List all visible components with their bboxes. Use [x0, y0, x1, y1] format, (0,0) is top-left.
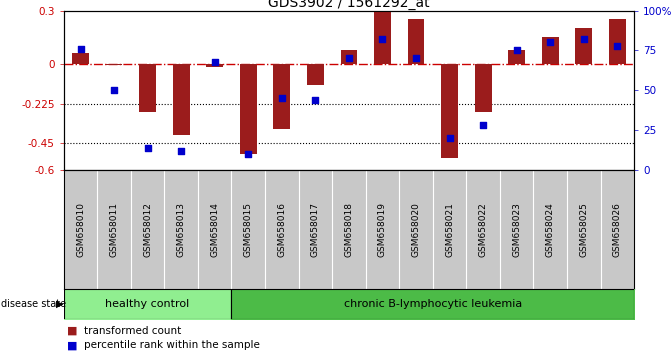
Bar	[509, 50, 525, 64]
Bar	[105, 64, 122, 65]
Text: GSM658014: GSM658014	[210, 202, 219, 257]
Point	[411, 56, 421, 61]
Text: ▶: ▶	[56, 298, 63, 309]
Bar	[542, 37, 558, 64]
Point	[176, 148, 187, 154]
Bar	[340, 50, 357, 64]
Point	[75, 46, 86, 52]
Text: GSM658016: GSM658016	[277, 202, 287, 257]
Bar	[609, 19, 625, 64]
Text: disease state: disease state	[1, 298, 66, 309]
Point	[310, 97, 321, 103]
Bar	[575, 28, 592, 64]
Text: transformed count: transformed count	[84, 326, 181, 336]
Text: GSM658024: GSM658024	[546, 202, 555, 257]
Point	[377, 36, 388, 42]
Bar	[442, 64, 458, 158]
Text: GSM658011: GSM658011	[109, 202, 119, 257]
Text: GSM658025: GSM658025	[579, 202, 588, 257]
Text: GSM658020: GSM658020	[411, 202, 421, 257]
Point	[545, 40, 556, 45]
Bar	[240, 64, 256, 154]
Text: GSM658015: GSM658015	[244, 202, 253, 257]
Point	[578, 36, 589, 42]
Text: GSM658019: GSM658019	[378, 202, 387, 257]
Text: GSM658018: GSM658018	[344, 202, 354, 257]
Point	[109, 87, 119, 93]
Point	[243, 151, 254, 157]
Title: GDS3902 / 1561292_at: GDS3902 / 1561292_at	[268, 0, 429, 10]
Point	[276, 96, 287, 101]
Text: GSM658013: GSM658013	[176, 202, 186, 257]
Text: GSM658026: GSM658026	[613, 202, 622, 257]
Bar	[407, 19, 424, 64]
Text: GSM658021: GSM658021	[445, 202, 454, 257]
Bar	[140, 64, 156, 112]
Point	[444, 135, 455, 141]
Text: chronic B-lymphocytic leukemia: chronic B-lymphocytic leukemia	[344, 298, 522, 309]
Text: GSM658017: GSM658017	[311, 202, 320, 257]
Text: ■: ■	[67, 340, 78, 350]
Bar	[307, 64, 323, 85]
Bar	[474, 64, 491, 112]
Text: percentile rank within the sample: percentile rank within the sample	[84, 340, 260, 350]
Text: ■: ■	[67, 326, 78, 336]
Bar	[172, 64, 189, 135]
Point	[209, 59, 220, 64]
Point	[344, 56, 354, 61]
Text: GSM658010: GSM658010	[76, 202, 85, 257]
Bar	[274, 64, 290, 129]
Bar	[72, 53, 89, 64]
Point	[478, 122, 488, 128]
Text: GSM658012: GSM658012	[143, 202, 152, 257]
Point	[511, 48, 522, 53]
Bar	[207, 64, 223, 67]
Text: healthy control: healthy control	[105, 298, 190, 309]
Point	[142, 145, 153, 150]
Text: GSM658022: GSM658022	[478, 202, 488, 257]
Bar	[374, 12, 391, 64]
Text: GSM658023: GSM658023	[512, 202, 521, 257]
Point	[612, 43, 623, 48]
